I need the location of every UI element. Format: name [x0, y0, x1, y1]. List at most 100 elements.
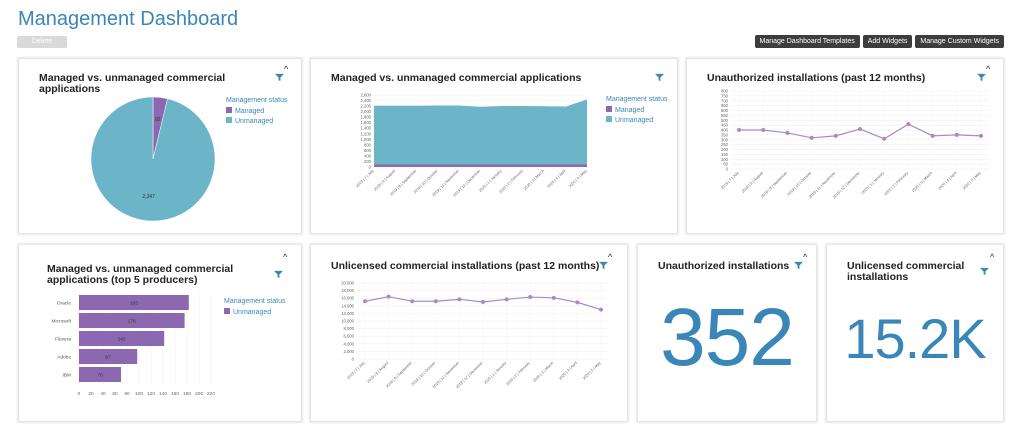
- dashboard-toolbar: Manage Dashboard Templates Add Widgets M…: [754, 35, 1004, 48]
- y-tick-label: 2,000: [361, 109, 372, 114]
- legend-item: Managed: [235, 108, 264, 115]
- line-chart: 0 2,000 4,000 6,000 8,000 10,000 12,000 14,000 1…: [341, 281, 609, 389]
- collapse-icon[interactable]: ^: [283, 252, 288, 262]
- area-chart: 02004006008001,0001,2001,4001,6001,8002,…: [355, 93, 668, 198]
- x-tick-label: 2020 | 4 | April: [938, 171, 958, 191]
- bar-data-label: 176: [128, 319, 136, 325]
- y-tick-label: Microsoft: [52, 319, 72, 325]
- x-tick-label: 2019 | 12 | December: [455, 360, 484, 389]
- pie-chart: 92 2,347 Management status Managed Unmanaged: [90, 96, 288, 222]
- y-tick-label: 250: [721, 142, 729, 147]
- line-point: [906, 122, 911, 127]
- legend-item: Managed: [615, 107, 644, 114]
- delete-button[interactable]: Delete: [17, 36, 67, 48]
- kpi-value: 15.2K: [844, 307, 986, 370]
- filter-icon[interactable]: [794, 261, 803, 270]
- bar: [79, 349, 138, 364]
- legend-title: Management status: [226, 97, 288, 104]
- line-point: [551, 295, 556, 300]
- area-series-unmanaged: [374, 99, 587, 165]
- y-tick-label: 200: [721, 147, 729, 152]
- x-tick-label: 2019 | 7 | July: [346, 361, 366, 381]
- y-tick-label: 2,600: [361, 93, 372, 98]
- x-tick-label: 2020 | 5 | May: [582, 361, 602, 381]
- legend-item: Unmanaged: [615, 117, 653, 124]
- widget-unlicensed-count: Unlicensed commercial installations ^ 15…: [826, 244, 1004, 422]
- x-tick-label: 2019 | 10 | October: [787, 170, 813, 196]
- manage-dashboard-templates-button[interactable]: Manage Dashboard Templates: [754, 35, 860, 48]
- line-point: [979, 133, 983, 138]
- widget-title: Unlicensed commercial installations: [847, 260, 965, 283]
- y-tick-label: 750: [721, 93, 729, 98]
- x-tick-label: 2019 | 7 | July: [355, 169, 375, 189]
- x-tick-label: 220: [207, 391, 215, 397]
- widget-unlicensed-line: Unlicensed commercial installations (pas…: [310, 244, 628, 422]
- widget-managed-unmanaged-area: Managed vs. unmanaged commercial applica…: [310, 58, 678, 234]
- y-tick-label: Flexera: [55, 337, 71, 343]
- area-series-managed: [374, 164, 587, 167]
- collapse-icon[interactable]: ^: [990, 252, 995, 262]
- y-tick-label: 600: [364, 148, 372, 153]
- line-point: [481, 300, 485, 304]
- collapse-icon[interactable]: ^: [803, 252, 808, 262]
- y-tick-label: Oracle: [57, 301, 71, 307]
- y-tick-label: 500: [721, 118, 729, 123]
- collapse-icon[interactable]: ^: [284, 64, 289, 74]
- y-tick-label: 700: [721, 98, 729, 103]
- x-tick-label: 2020 | 2 | February: [884, 171, 909, 196]
- line-point: [386, 294, 391, 299]
- line-point: [954, 132, 959, 137]
- line-point: [737, 128, 741, 132]
- y-tick-label: 350: [721, 132, 729, 137]
- filter-icon[interactable]: [655, 73, 664, 82]
- bar: [79, 295, 189, 310]
- line-point: [599, 307, 603, 312]
- x-tick-label: 2020 | 3 | March: [911, 171, 933, 193]
- widget-unauthorized-count: Unauthorized installations ^ 352: [637, 244, 817, 422]
- x-tick-label: 2019 | 12 | December: [832, 170, 861, 199]
- widget-title: Unlicensed commercial installations (pas…: [331, 260, 600, 272]
- x-tick-label: 120: [147, 391, 155, 397]
- x-tick-label: 2020 | 2 | February: [505, 361, 530, 386]
- x-tick-label: 140: [159, 391, 167, 397]
- bar-data-label: 183: [130, 301, 138, 307]
- x-tick-label: 2019 | 8 | August: [741, 170, 765, 194]
- y-tick-label: 1,800: [361, 115, 372, 120]
- line-point: [858, 127, 862, 132]
- y-tick-label: 1,600: [361, 120, 372, 125]
- filter-icon[interactable]: [275, 73, 284, 82]
- line-point: [363, 299, 367, 304]
- x-tick-label: 2020 | 5 | May: [568, 169, 588, 189]
- filter-icon[interactable]: [977, 73, 986, 82]
- x-tick-label: 2020 | 4 | April: [558, 361, 578, 381]
- collapse-icon[interactable]: ^: [986, 64, 991, 74]
- x-tick-label: 160: [171, 391, 179, 397]
- line-chart: 0501001502002503003504004505005506006507…: [720, 89, 989, 199]
- filter-icon[interactable]: [980, 267, 989, 276]
- add-widgets-button[interactable]: Add Widgets: [862, 35, 913, 48]
- legend-swatch: [226, 107, 232, 113]
- y-tick-label: 0: [352, 357, 355, 362]
- y-tick-label: 20,000: [341, 281, 354, 286]
- manage-custom-widgets-button[interactable]: Manage Custom Widgets: [915, 35, 1004, 48]
- line-point: [410, 299, 415, 304]
- filter-icon[interactable]: [599, 261, 608, 270]
- widget-title: Unauthorized installations: [658, 260, 790, 272]
- line-point: [433, 299, 438, 304]
- y-tick-label: 600: [721, 108, 729, 113]
- y-tick-label: 400: [364, 153, 372, 158]
- y-tick-label: 400: [721, 128, 729, 133]
- x-tick-label: 100: [135, 391, 143, 397]
- x-tick-label: 2020 | 1 | January: [483, 361, 507, 385]
- y-tick-label: 2,400: [361, 98, 372, 103]
- filter-icon[interactable]: [274, 270, 283, 279]
- pie-data-label: 92: [155, 117, 161, 123]
- line-point: [809, 135, 814, 140]
- legend-swatch: [606, 116, 612, 122]
- bar-data-label: 97: [105, 355, 111, 361]
- x-tick-label: 2020 | 1 | January: [478, 169, 502, 193]
- collapse-icon[interactable]: ^: [608, 252, 613, 262]
- x-tick-label: 2020 | 4 | April: [547, 169, 567, 189]
- x-tick-label: 2020 | 3 | March: [532, 361, 554, 383]
- y-tick-label: 10,000: [341, 319, 354, 324]
